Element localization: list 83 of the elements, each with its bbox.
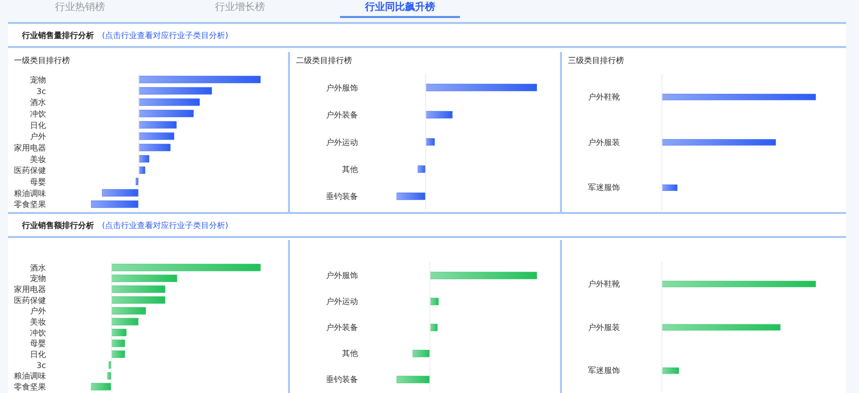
bar bbox=[107, 372, 112, 380]
text: 行业增长榜 bbox=[214, 0, 266, 15]
bar bbox=[111, 264, 261, 272]
y-tick-label: 美妆 bbox=[30, 154, 46, 164]
y-tick-label: 母婴 bbox=[30, 178, 46, 187]
y-tick-label: 医药保健 bbox=[14, 296, 46, 305]
y-tick-label: 垂钓装备 bbox=[326, 192, 358, 202]
bar bbox=[430, 272, 537, 280]
y-tick-label: 美妆 bbox=[30, 317, 46, 326]
y-tick-label: 3c bbox=[36, 360, 46, 370]
bar bbox=[111, 340, 125, 347]
y-tick-label: 宠物 bbox=[30, 274, 46, 284]
bar bbox=[111, 274, 178, 282]
y-tick-label: 日化 bbox=[30, 350, 46, 359]
bar bbox=[138, 121, 177, 128]
bar bbox=[138, 87, 212, 94]
text: 行业同比飙升榜 bbox=[340, 0, 460, 18]
y-tick-label: 家用电器 bbox=[14, 284, 46, 294]
y-tick-label: 户外运动 bbox=[326, 138, 358, 147]
bar bbox=[396, 376, 430, 384]
bar bbox=[111, 328, 126, 336]
bar bbox=[111, 318, 138, 326]
bar bbox=[138, 166, 146, 174]
text: 三级类目排行榜 bbox=[568, 55, 625, 67]
bar bbox=[102, 189, 139, 196]
y-tick-label: 户外鞋靴 bbox=[588, 280, 620, 289]
y-tick-label: 户外 bbox=[30, 306, 46, 316]
bar bbox=[412, 350, 430, 358]
y-tick-label: 医药保健 bbox=[14, 166, 46, 176]
y-tick-label: 户外服饰 bbox=[326, 83, 358, 92]
chart-title: 一级类目排行榜 bbox=[14, 55, 71, 67]
bar bbox=[138, 155, 150, 162]
bar bbox=[108, 361, 112, 369]
text: 行业销售量排行分析 bbox=[22, 30, 94, 40]
y-tick-label: 3c bbox=[36, 86, 46, 96]
bar bbox=[111, 350, 125, 358]
y-tick-label: 其他 bbox=[342, 348, 358, 358]
bar bbox=[138, 144, 171, 152]
text: (点击行业查看对应行业子类目分析) bbox=[102, 30, 228, 40]
bar bbox=[430, 298, 439, 306]
y-tick-label: 其他 bbox=[342, 165, 358, 174]
bar bbox=[430, 324, 438, 332]
bar bbox=[111, 286, 166, 293]
y-tick-label: 户外服装 bbox=[588, 138, 620, 147]
bar bbox=[418, 165, 426, 173]
y-tick-label: 户外服装 bbox=[588, 322, 620, 332]
y-tick-label: 户外运动 bbox=[326, 296, 358, 306]
bar bbox=[426, 84, 537, 92]
y-tick-label: 户外服饰 bbox=[326, 270, 358, 280]
bar bbox=[111, 307, 146, 314]
y-tick-label: 零食坚果 bbox=[14, 200, 46, 210]
bar bbox=[426, 138, 435, 146]
y-tick-label: 户外装备 bbox=[326, 322, 358, 332]
y-tick-label: 零食坚果 bbox=[14, 382, 46, 392]
y-tick-label: 户外 bbox=[30, 132, 46, 142]
bar bbox=[111, 296, 166, 304]
bar bbox=[91, 200, 139, 208]
text: (点击行业查看对应行业子类目分析) bbox=[102, 220, 228, 230]
bar bbox=[91, 383, 112, 390]
bar bbox=[138, 132, 174, 140]
y-tick-label: 粮油调味 bbox=[14, 188, 46, 198]
y-tick-label: 酒水 bbox=[30, 98, 46, 108]
bar bbox=[426, 111, 453, 118]
y-tick-label: 家用电器 bbox=[14, 144, 46, 153]
text: 行业热销榜 bbox=[54, 0, 106, 15]
y-tick-label: 母婴 bbox=[30, 339, 46, 348]
y-tick-label: 户外装备 bbox=[326, 110, 358, 120]
y-tick-label: 酒水 bbox=[30, 263, 46, 272]
y-tick-label: 军迷服饰 bbox=[588, 183, 620, 192]
y-tick-label: 军迷服饰 bbox=[588, 366, 620, 376]
bar bbox=[138, 110, 194, 118]
y-tick-label: 宠物 bbox=[30, 76, 46, 85]
y-tick-label: 冲饮 bbox=[30, 328, 46, 338]
bar bbox=[138, 98, 200, 106]
y-tick-label: 粮油调味 bbox=[14, 372, 46, 381]
y-tick-label: 垂钓装备 bbox=[326, 374, 358, 384]
y-tick-label: 户外鞋靴 bbox=[588, 92, 620, 102]
y-tick-label: 冲饮 bbox=[30, 110, 46, 119]
y-tick-label: 日化 bbox=[30, 120, 46, 130]
bar bbox=[138, 76, 261, 84]
text: 二级类目排行榜 bbox=[296, 55, 353, 67]
text: 行业销售额排行分析 bbox=[22, 220, 94, 230]
bar bbox=[396, 192, 426, 200]
